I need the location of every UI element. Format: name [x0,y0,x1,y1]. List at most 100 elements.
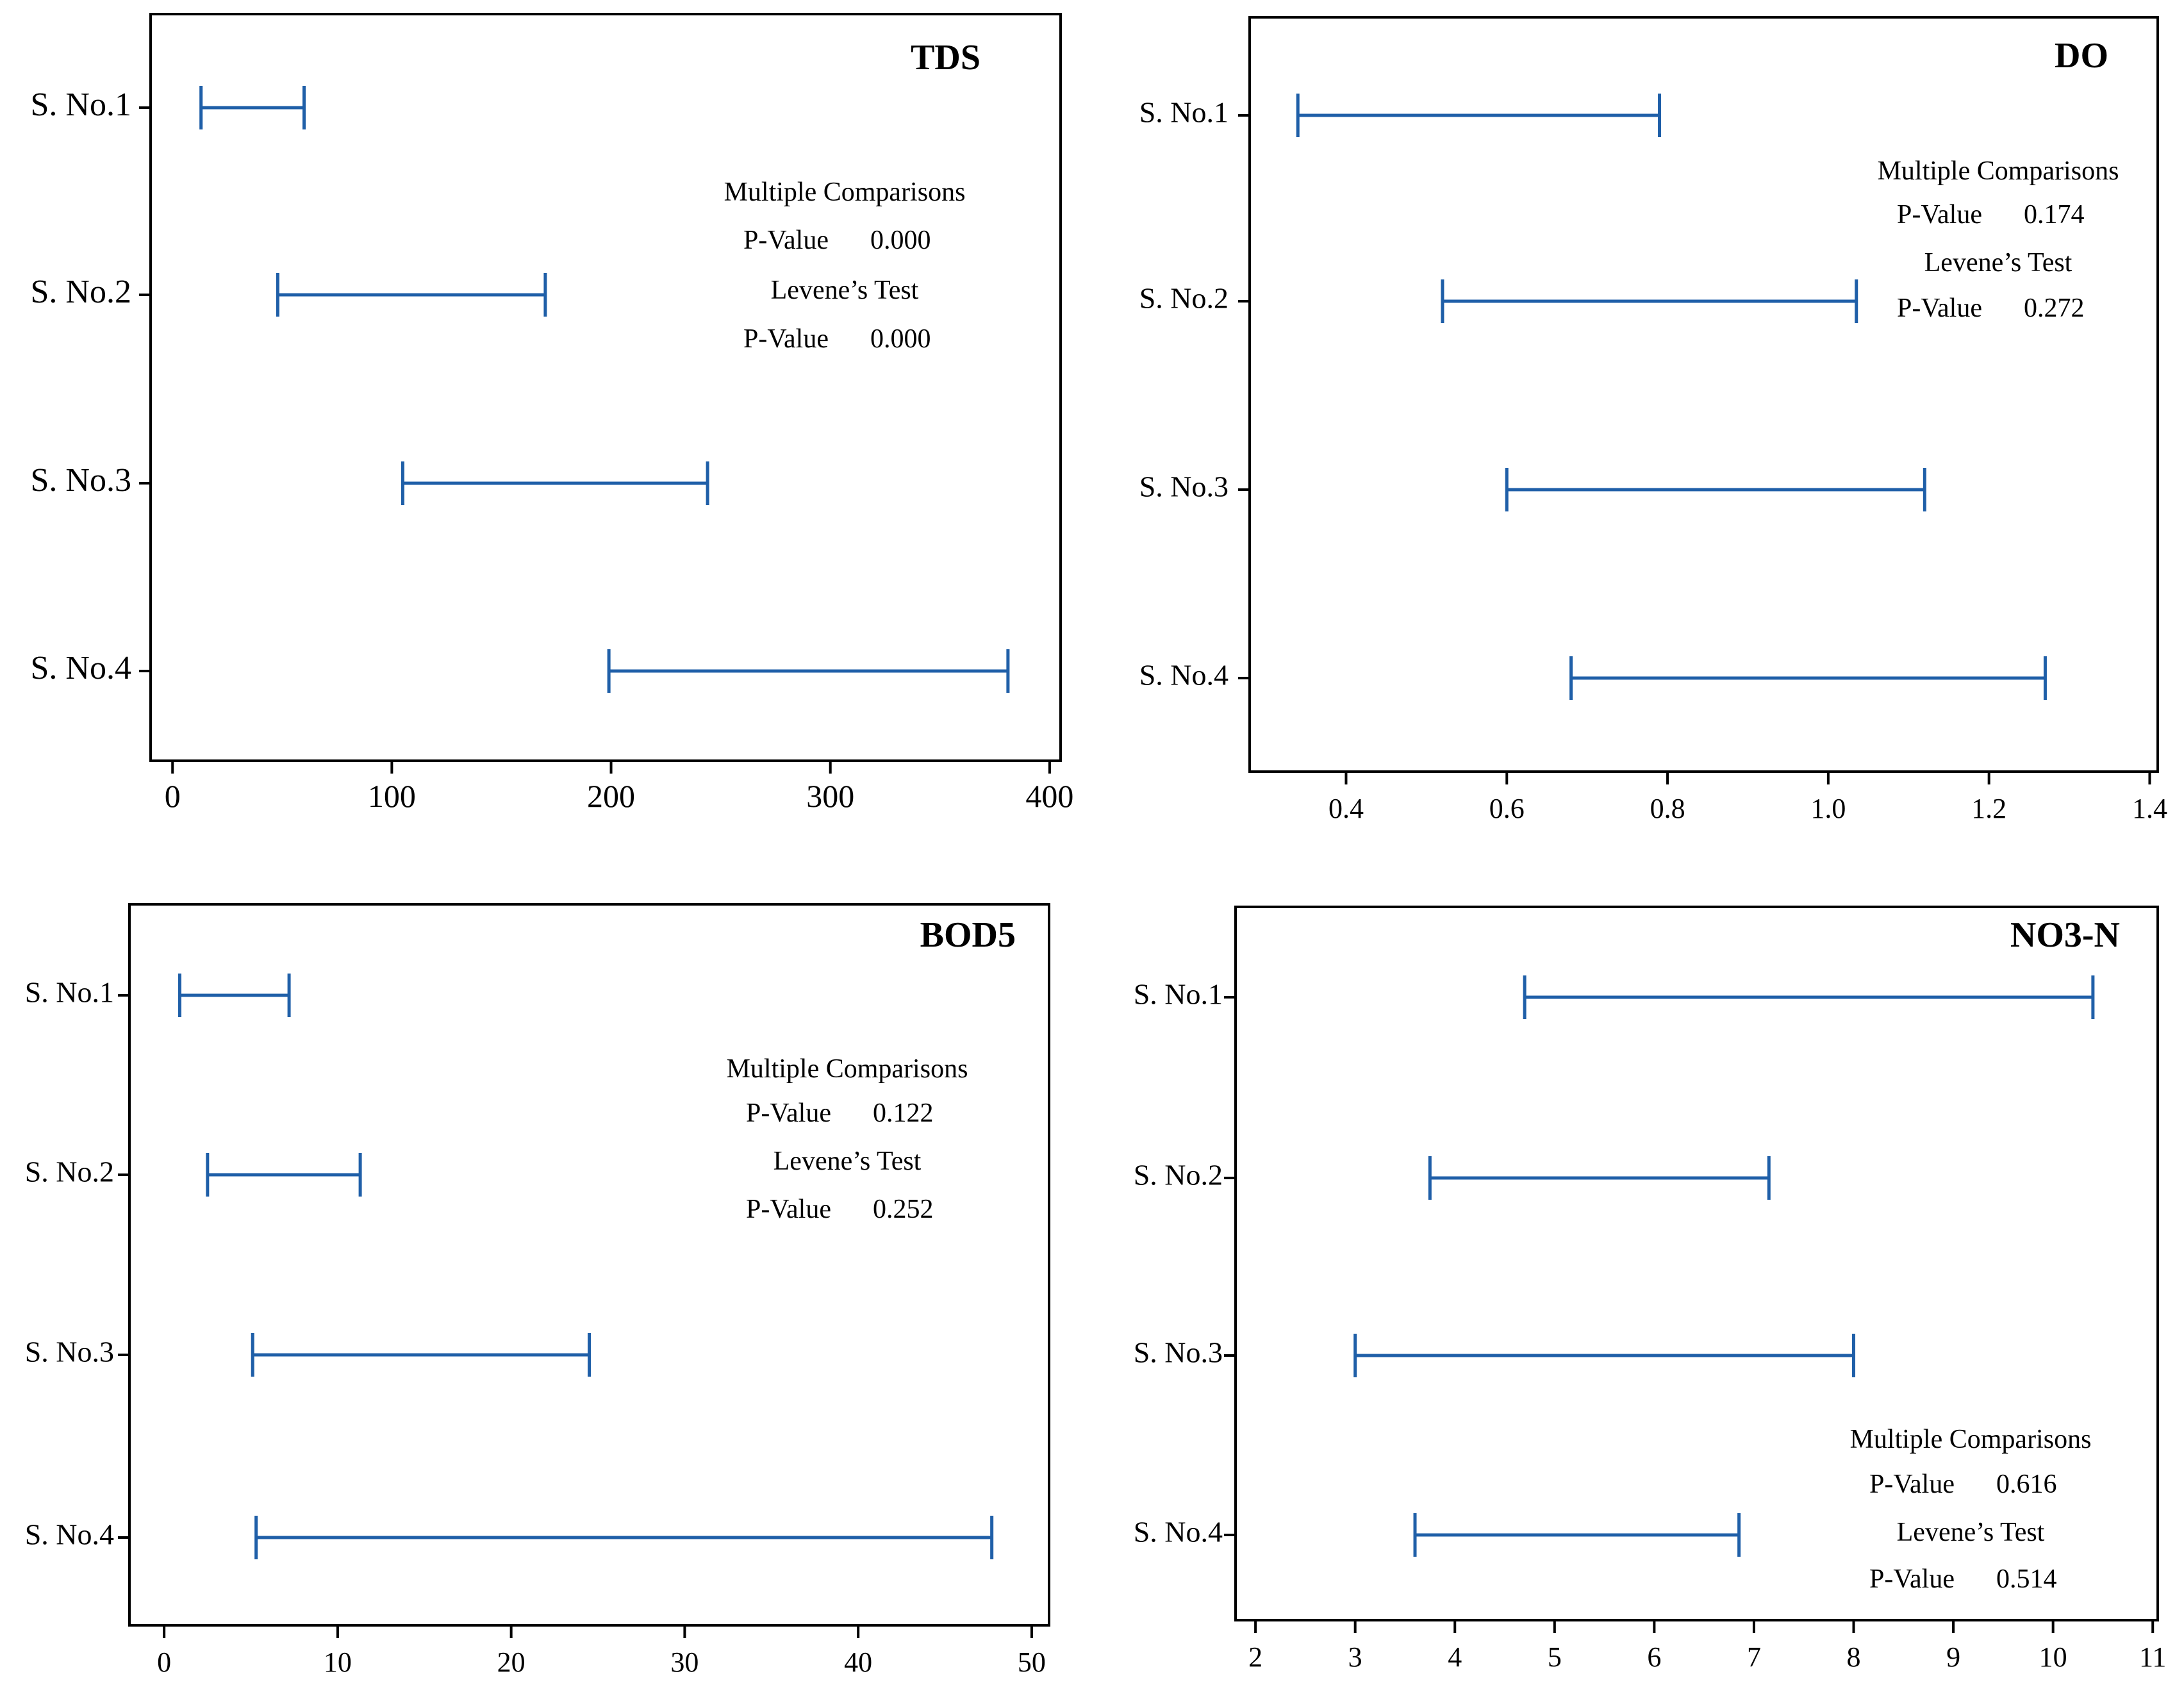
stats-annotation: Multiple Comparisons P-Value 0.174 Levene’s… [1878,156,2119,323]
multiple-comparisons-p-value: 0.616 [1996,1470,2057,1499]
plot-frame [1234,906,2159,1621]
stats-annotation: Multiple Comparisons P-Value 0.616 Levene’s… [1850,1425,2092,1594]
interval-bar [276,273,547,317]
x-tick-label: 6 [1647,1641,1661,1673]
interval-bar [1296,94,1662,137]
levenes-test-p-value: 0.514 [1996,1564,2057,1594]
x-tick-label: 0.4 [1328,793,1364,824]
x-tick-label: 5 [1548,1641,1562,1673]
chart-title: BOD5 [920,915,1016,955]
category-label: S. No.2 [31,274,131,310]
levenes-test-heading: Levene’s Test [1897,1518,2045,1547]
panel-do: DO S. No.1 S. No.2 S. No.3 S. No.4 0.4 0.6 0.8 1… [1139,16,2167,824]
interval-bar [199,86,306,129]
x-tick-label: 1.2 [1971,793,2006,824]
category-label: S. No.2 [1134,1159,1223,1191]
chart-title: DO [2055,36,2108,76]
panel-bod5: BOD5 S. No.1 S. No.2 S. No.3 S. No.4 0 10 20 30 4… [25,903,1050,1678]
multiple-comparisons-p-value: 0.000 [870,226,931,255]
plot-frame [128,903,1050,1627]
x-tick-label: 40 [844,1646,872,1678]
category-label: S. No.4 [1139,659,1228,692]
multiple-comparisons-heading: Multiple Comparisons [1850,1425,2092,1454]
category-label: S. No.1 [31,87,131,123]
interval-bar [1353,1334,1856,1377]
levenes-test-p-value: 0.000 [870,324,931,354]
stats-annotation: Multiple Comparisons P-Value 0.000 Levene’s… [724,178,966,354]
category-label: S. No.2 [25,1156,114,1188]
multiple-comparisons-p-value: 0.122 [873,1099,934,1128]
p-value-label: P-Value [1897,200,1982,229]
multiple-comparisons-heading: Multiple Comparisons [1878,156,2119,186]
x-tick-label: 200 [587,778,635,814]
interval-bar [1569,656,2047,700]
p-value-label: P-Value [743,324,829,354]
levenes-test-heading: Levene’s Test [1924,248,2072,278]
x-tick-label: 2 [1248,1641,1262,1673]
category-label: S. No.2 [1139,282,1228,315]
p-value-label: P-Value [743,226,829,255]
multiple-comparisons-p-value: 0.174 [2024,200,2085,229]
x-tick-label: 4 [1448,1641,1462,1673]
levenes-test-p-value: 0.252 [873,1195,934,1224]
multiple-comparisons-heading: Multiple Comparisons [724,178,966,207]
panel-tds: TDS S. No.1 S. No.2 S. No.3 S. No.4 0 100 200 30… [31,13,1073,814]
x-tick-label: 0.6 [1489,793,1525,824]
interval-bar [254,1516,994,1559]
interval-bar [1428,1156,1771,1200]
x-tick-label: 9 [1946,1641,1960,1673]
levenes-test-heading: Levene’s Test [771,276,919,305]
interval-bar [1505,468,1926,511]
category-label: S. No.3 [31,462,131,499]
panel-no3-n: NO3-N S. No.1 S. No.2 S. No.3 S. No.4 2 3 4 5 6 7 8… [1134,906,2166,1673]
chart-title: TDS [911,38,980,78]
plot-frame [1248,16,2159,773]
interval-bar [178,974,291,1017]
x-tick-label: 0 [157,1646,171,1678]
x-tick-label: 10 [2039,1641,2067,1673]
interval-bar [401,461,709,505]
chart-title: NO3-N [2010,915,2120,955]
category-label: S. No.1 [25,976,114,1009]
p-value-label: P-Value [746,1195,831,1224]
interval-bar [1441,279,1858,323]
x-tick-label: 1.4 [2132,793,2167,824]
p-value-label: P-Value [1897,294,1982,323]
category-label: S. No.3 [25,1336,114,1368]
plot-frame [149,13,1062,762]
x-tick-label: 400 [1025,778,1073,814]
x-tick-label: 300 [806,778,854,814]
x-tick-label: 100 [368,778,416,814]
interval-bar [206,1153,362,1197]
x-tick-label: 0 [165,778,181,814]
interval-bar [607,649,1010,693]
p-value-label: P-Value [746,1099,831,1128]
x-tick-label: 11 [2139,1641,2166,1673]
x-tick-label: 30 [670,1646,699,1678]
category-label: S. No.4 [1134,1516,1223,1548]
category-label: S. No.1 [1139,96,1228,129]
interval-bar [251,1333,591,1377]
x-tick-label: 3 [1348,1641,1362,1673]
x-tick-label: 7 [1747,1641,1761,1673]
category-label: S. No.1 [1134,978,1223,1011]
x-tick-label: 1.0 [1810,793,1846,824]
category-label: S. No.4 [31,650,131,686]
category-label: S. No.4 [25,1518,114,1551]
interval-bar [1523,975,2095,1019]
p-value-label: P-Value [1869,1470,1955,1499]
x-tick-label: 50 [1018,1646,1046,1678]
x-tick-label: 20 [497,1646,525,1678]
x-tick-label: 0.8 [1650,793,1685,824]
category-label: S. No.3 [1139,470,1228,503]
p-value-label: P-Value [1869,1564,1955,1594]
x-tick-label: 8 [1847,1641,1861,1673]
category-label: S. No.3 [1134,1336,1223,1369]
interval-bar [1413,1513,1741,1557]
levenes-test-heading: Levene’s Test [774,1147,922,1176]
levenes-test-p-value: 0.272 [2024,294,2085,323]
x-tick-label: 10 [324,1646,352,1678]
multiple-comparisons-heading: Multiple Comparisons [727,1054,968,1084]
stats-annotation: Multiple Comparisons P-Value 0.122 Levene’s… [727,1054,968,1224]
